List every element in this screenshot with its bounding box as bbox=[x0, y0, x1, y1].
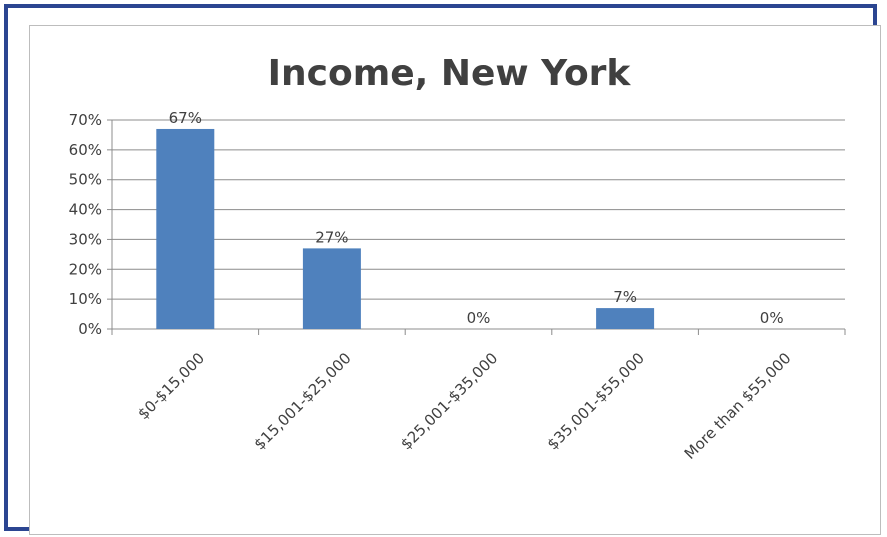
data-label: 27% bbox=[315, 228, 348, 246]
x-tick-label: More than $55,000 bbox=[681, 349, 795, 463]
chart-frame bbox=[4, 4, 881, 535]
x-tick-label: $25,001-$35,000 bbox=[397, 349, 501, 453]
chart-title: Income, New York bbox=[268, 53, 632, 94]
data-label: 67% bbox=[169, 109, 202, 127]
y-tick-label: 60% bbox=[69, 141, 102, 159]
bar bbox=[596, 308, 655, 329]
x-tick-label: $0-$15,000 bbox=[134, 349, 208, 423]
y-tick-label: 40% bbox=[69, 201, 102, 219]
bar bbox=[156, 128, 215, 329]
data-label: 7% bbox=[613, 288, 637, 306]
y-tick-label: 70% bbox=[69, 111, 102, 129]
data-label: 0% bbox=[467, 309, 491, 327]
y-tick-label: 0% bbox=[78, 320, 102, 338]
y-tick-label: 30% bbox=[69, 230, 102, 248]
data-label: 0% bbox=[760, 309, 784, 327]
bar bbox=[302, 248, 361, 329]
x-tick-label: $15,001-$25,000 bbox=[250, 349, 354, 453]
x-tick-label: $35,001-$55,000 bbox=[544, 349, 648, 453]
y-tick-label: 10% bbox=[69, 290, 102, 308]
y-tick-label: 20% bbox=[69, 260, 102, 278]
y-tick-label: 50% bbox=[69, 171, 102, 189]
